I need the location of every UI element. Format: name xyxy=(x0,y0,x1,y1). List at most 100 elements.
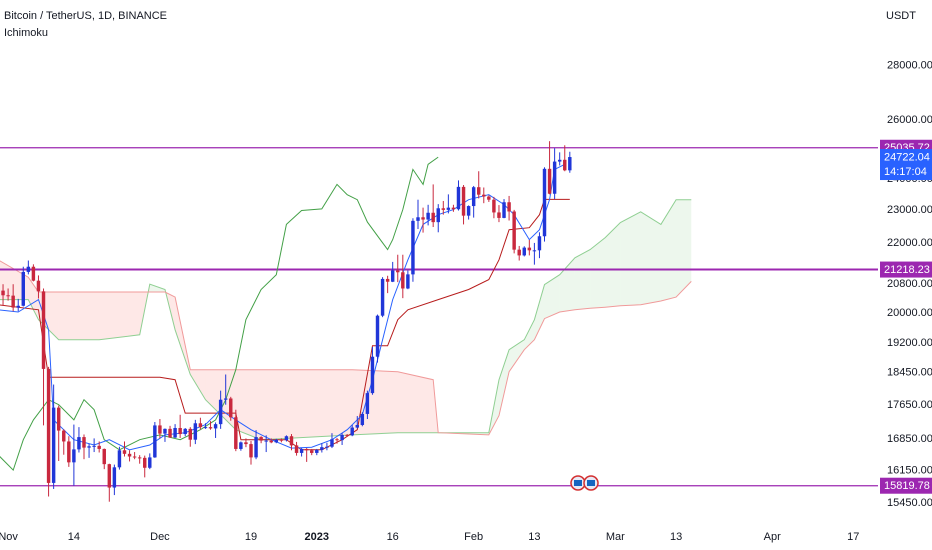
level-label: 15819.78 xyxy=(884,480,930,492)
candle-body xyxy=(482,194,486,197)
y-tick-label: 22000.00 xyxy=(887,237,932,249)
candle-body xyxy=(310,450,314,453)
y-tick-label: 16150.00 xyxy=(887,464,932,476)
candle-body xyxy=(62,430,66,442)
candle-body xyxy=(41,291,46,369)
candle-body xyxy=(471,187,476,207)
candle-body xyxy=(234,417,238,449)
flag xyxy=(587,480,595,486)
candle-body xyxy=(315,449,319,453)
candle-body xyxy=(527,247,532,251)
candle-body xyxy=(512,211,516,250)
candle-body xyxy=(461,186,466,216)
candle-body xyxy=(92,445,96,447)
candle-body xyxy=(158,425,162,434)
candle-body xyxy=(390,270,395,282)
candle-body xyxy=(1,290,5,296)
candle-body xyxy=(249,444,253,458)
y-tick-label: 19200.00 xyxy=(887,337,932,349)
candle-body xyxy=(137,457,142,459)
event-icons xyxy=(570,475,599,491)
cloud-fill xyxy=(559,257,575,312)
price-axis xyxy=(878,0,932,520)
candle-body xyxy=(254,437,258,458)
x-tick-label: 19 xyxy=(245,531,257,543)
candle-body xyxy=(497,212,501,218)
cloud-fill xyxy=(605,222,621,308)
cloud-fill xyxy=(544,274,560,319)
cloud-fill xyxy=(261,369,353,440)
candle-body xyxy=(6,295,10,297)
y-tick-label: 18450.00 xyxy=(887,366,932,378)
candle-body xyxy=(148,457,152,468)
candle-body xyxy=(532,250,537,252)
candle-body xyxy=(279,439,284,441)
candle-body xyxy=(477,187,481,195)
candle-body xyxy=(208,427,213,429)
candle-body xyxy=(143,457,147,468)
candle-body xyxy=(31,266,36,281)
y-tick-label: 28000.00 xyxy=(887,59,932,71)
candle-body xyxy=(229,398,233,418)
candle-body xyxy=(441,208,446,210)
indicator-line xyxy=(0,156,439,472)
cloud-fill xyxy=(99,292,140,340)
candle-body xyxy=(16,305,20,308)
candle-body xyxy=(401,272,405,289)
candle-body xyxy=(198,423,203,428)
currency-label: USDT xyxy=(886,10,916,22)
x-tick-label: 14 xyxy=(68,531,80,543)
candle-body xyxy=(274,439,279,443)
candle-body xyxy=(178,427,182,435)
candle-body xyxy=(239,442,243,449)
candle-body xyxy=(380,278,385,316)
candle-body xyxy=(406,274,410,289)
candle-body xyxy=(547,168,552,194)
bar-countdown: 14:17:04 xyxy=(884,166,927,178)
level-label-box xyxy=(880,261,932,278)
cloud-fill xyxy=(574,249,591,310)
candle-body xyxy=(244,442,248,445)
candle-body xyxy=(284,436,289,441)
candle-body xyxy=(492,199,496,213)
x-tick-label: Mar xyxy=(606,531,625,543)
candle-body xyxy=(203,427,208,429)
candle-body xyxy=(320,447,324,450)
candle-body xyxy=(112,467,117,488)
cloud-fill xyxy=(676,199,692,298)
candle-body xyxy=(11,295,15,308)
candle-body xyxy=(153,425,157,458)
cloud-fill xyxy=(397,371,434,433)
candle-body xyxy=(466,206,471,216)
candle-body xyxy=(264,440,268,442)
candle-body xyxy=(411,220,415,275)
leading-span-a xyxy=(0,199,692,441)
y-tick-label: 17650.00 xyxy=(887,399,932,411)
candle-body xyxy=(431,212,435,223)
candle-body xyxy=(102,448,106,465)
candle-body xyxy=(188,428,192,440)
indicator-line xyxy=(0,198,570,451)
candle-body xyxy=(218,399,223,425)
candle-body xyxy=(67,441,71,463)
candle-body xyxy=(26,266,31,272)
x-tick-label: Dec xyxy=(150,531,170,543)
candle-body xyxy=(132,456,137,458)
y-tick-label: 20000.00 xyxy=(887,307,932,319)
y-tick-label: 26000.00 xyxy=(887,114,932,126)
x-tick-label: 13 xyxy=(528,531,540,543)
candle-body xyxy=(46,368,51,483)
cloud-fill xyxy=(235,369,262,440)
candle-body xyxy=(51,407,56,483)
candle-body xyxy=(72,449,76,463)
x-tick-label: 13 xyxy=(670,531,682,543)
candle-body xyxy=(330,439,334,447)
plot-area xyxy=(0,141,878,502)
candle-body xyxy=(426,212,430,220)
cloud-fill xyxy=(620,211,641,306)
candle-body xyxy=(168,428,172,438)
candle-body xyxy=(456,186,461,210)
candle-body xyxy=(568,157,572,171)
axes: 15450.00 16150.00 16850.00 17650.00 18450.00… xyxy=(0,59,932,543)
